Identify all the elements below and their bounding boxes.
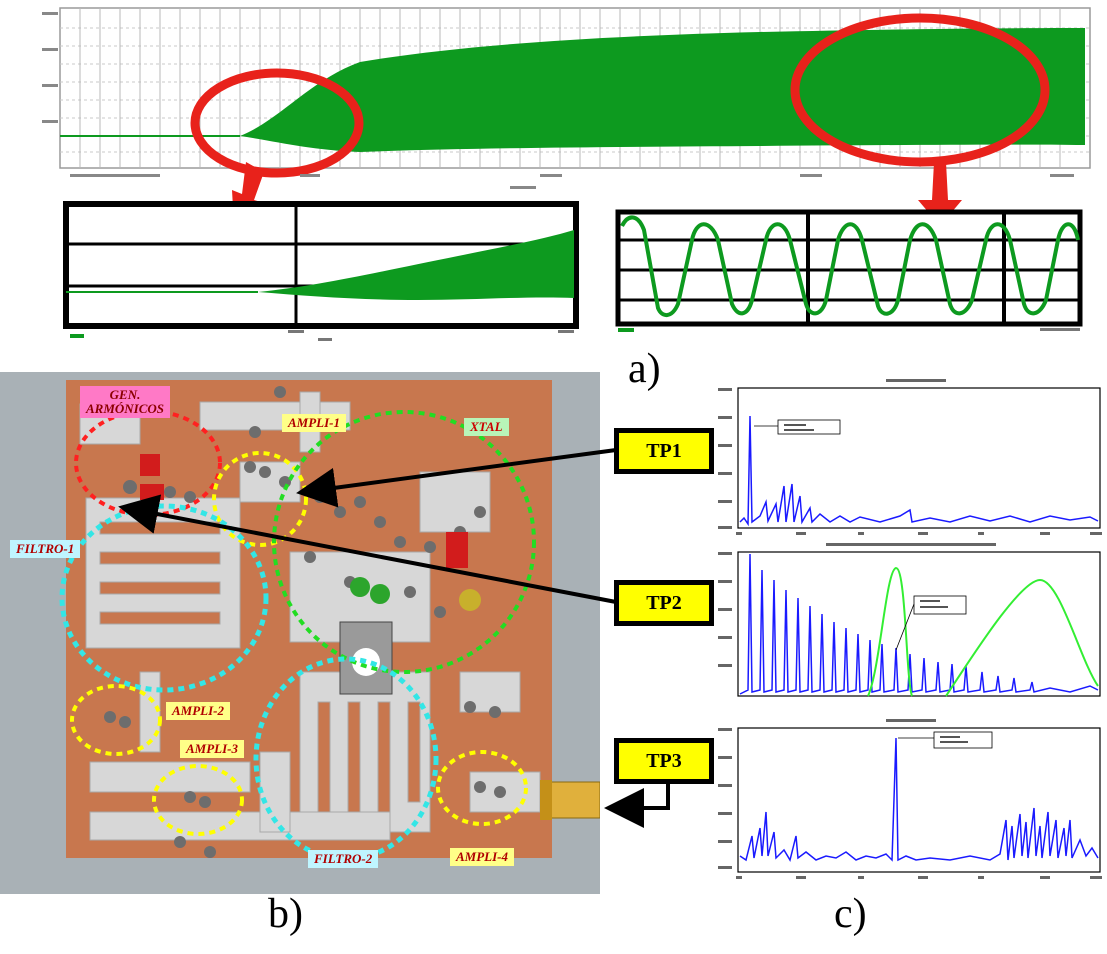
circle-filtro-1 — [59, 503, 269, 693]
label-ampli-3: AMPLI-3 — [180, 740, 244, 758]
label-xtal: XTAL — [464, 418, 509, 436]
startup-envelope — [240, 28, 1085, 152]
tp3-arrow — [604, 780, 670, 828]
panel-label-a: a) — [628, 346, 661, 392]
circle-ampli-4 — [436, 750, 528, 826]
spectrum-tp1 — [718, 379, 1102, 535]
label-ampli-2: AMPLI-2 — [166, 702, 230, 720]
steady-state-waveform — [620, 215, 1080, 317]
circle-ampli-3 — [152, 764, 244, 836]
circle-gen-armonicos — [74, 409, 222, 517]
tp-arrows — [118, 448, 670, 828]
tp1-arrow — [296, 448, 617, 508]
steady-state-zoom-plot — [615, 209, 1083, 332]
tp1-box: TP1 — [614, 428, 714, 474]
tp2-arrow — [118, 494, 617, 604]
label-filtro-1: FILTRO-1 — [10, 540, 81, 558]
label-filtro-2: FILTRO-2 — [308, 850, 379, 868]
circle-filtro-2 — [253, 656, 439, 862]
spectrum-tp2 — [718, 543, 1101, 697]
label-ampli-1: AMPLI-1 — [282, 414, 346, 432]
zoom-circle-steady — [790, 13, 1050, 167]
circle-xtal — [272, 410, 536, 674]
zoom-circle-startup — [190, 68, 364, 178]
label-ampli-4: AMPLI-4 — [450, 848, 514, 866]
startup-waveform-plot — [42, 7, 1091, 189]
panel-label-c: c) — [834, 891, 867, 937]
circle-ampli-2 — [70, 684, 162, 756]
tp2-box: TP2 — [614, 580, 714, 626]
label-gen-armonicos: GEN. ARMÓNICOS — [80, 386, 171, 418]
pcb-photo — [0, 372, 600, 894]
startup-zoom-plot — [63, 201, 579, 341]
panel-label-b: b) — [268, 891, 303, 937]
tp3-box: TP3 — [614, 738, 714, 784]
spectrum-tp3 — [718, 719, 1102, 879]
